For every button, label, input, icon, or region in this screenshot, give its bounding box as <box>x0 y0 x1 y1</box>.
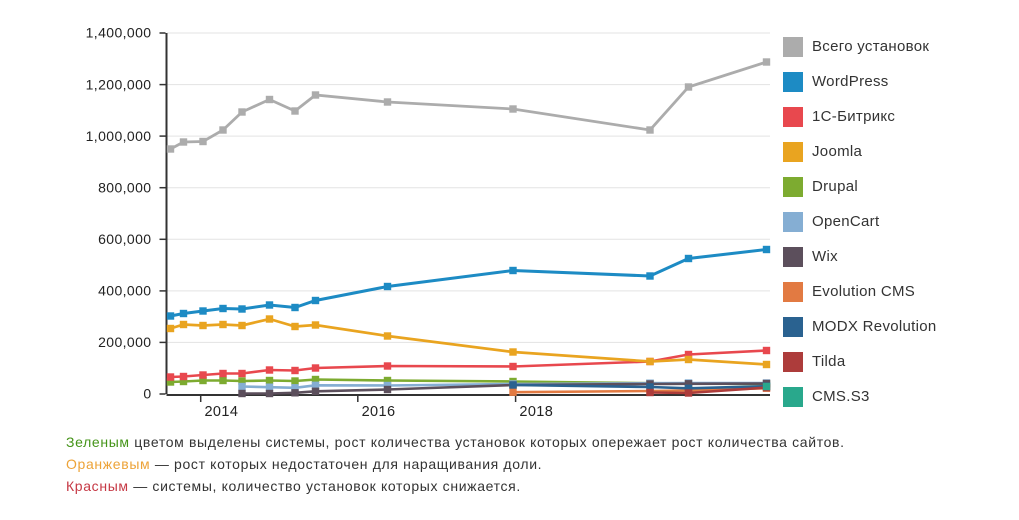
svg-text:1,000,000: 1,000,000 <box>86 128 152 144</box>
svg-text:2016: 2016 <box>362 404 396 420</box>
svg-text:0: 0 <box>143 386 151 402</box>
svg-text:800,000: 800,000 <box>98 179 151 195</box>
svg-text:400,000: 400,000 <box>98 283 151 299</box>
svg-text:1,400,000: 1,400,000 <box>86 25 152 41</box>
svg-text:1,200,000: 1,200,000 <box>86 76 152 92</box>
svg-text:2018: 2018 <box>519 404 553 420</box>
svg-text:200,000: 200,000 <box>98 334 151 350</box>
svg-text:600,000: 600,000 <box>98 231 151 247</box>
svg-text:2014: 2014 <box>204 404 238 420</box>
